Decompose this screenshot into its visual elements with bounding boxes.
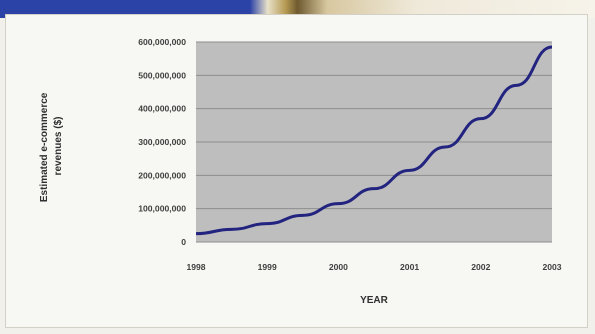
x-tick-label: 2002 <box>471 262 490 272</box>
x-tick-label: 1998 <box>186 262 205 272</box>
x-tick-label: 2003 <box>542 262 561 272</box>
y-tick-label: 500,000,000 <box>138 70 186 80</box>
y-axis-title-line-1: Estimated e-commerce <box>39 92 50 202</box>
y-tick-label: 100,000,000 <box>138 204 186 214</box>
x-axis-title: YEAR <box>360 295 389 306</box>
y-tick-label: 400,000,000 <box>138 104 186 114</box>
grid-lines <box>196 41 552 243</box>
x-axis-ticks: 1998 1999 2000 2001 2002 2003 <box>186 262 561 272</box>
series-line <box>195 45 553 236</box>
x-tick-label: 2001 <box>400 262 419 272</box>
y-tick-label: 200,000,000 <box>138 170 186 180</box>
y-tick-label: 0 <box>181 237 186 247</box>
y-tick-label: 300,000,000 <box>138 137 186 147</box>
y-axis-title: Estimated e-commerce revenues ($) <box>39 90 64 202</box>
y-tick-label: 600,000,000 <box>138 37 186 47</box>
x-tick-label: 2000 <box>329 262 348 272</box>
top-strip <box>0 0 595 18</box>
y-axis-title-line-2: revenues ($) <box>53 117 64 176</box>
y-axis-ticks: 600,000,000 500,000,000 400,000,000 300,000… <box>138 37 186 247</box>
x-tick-label: 1999 <box>258 262 277 272</box>
